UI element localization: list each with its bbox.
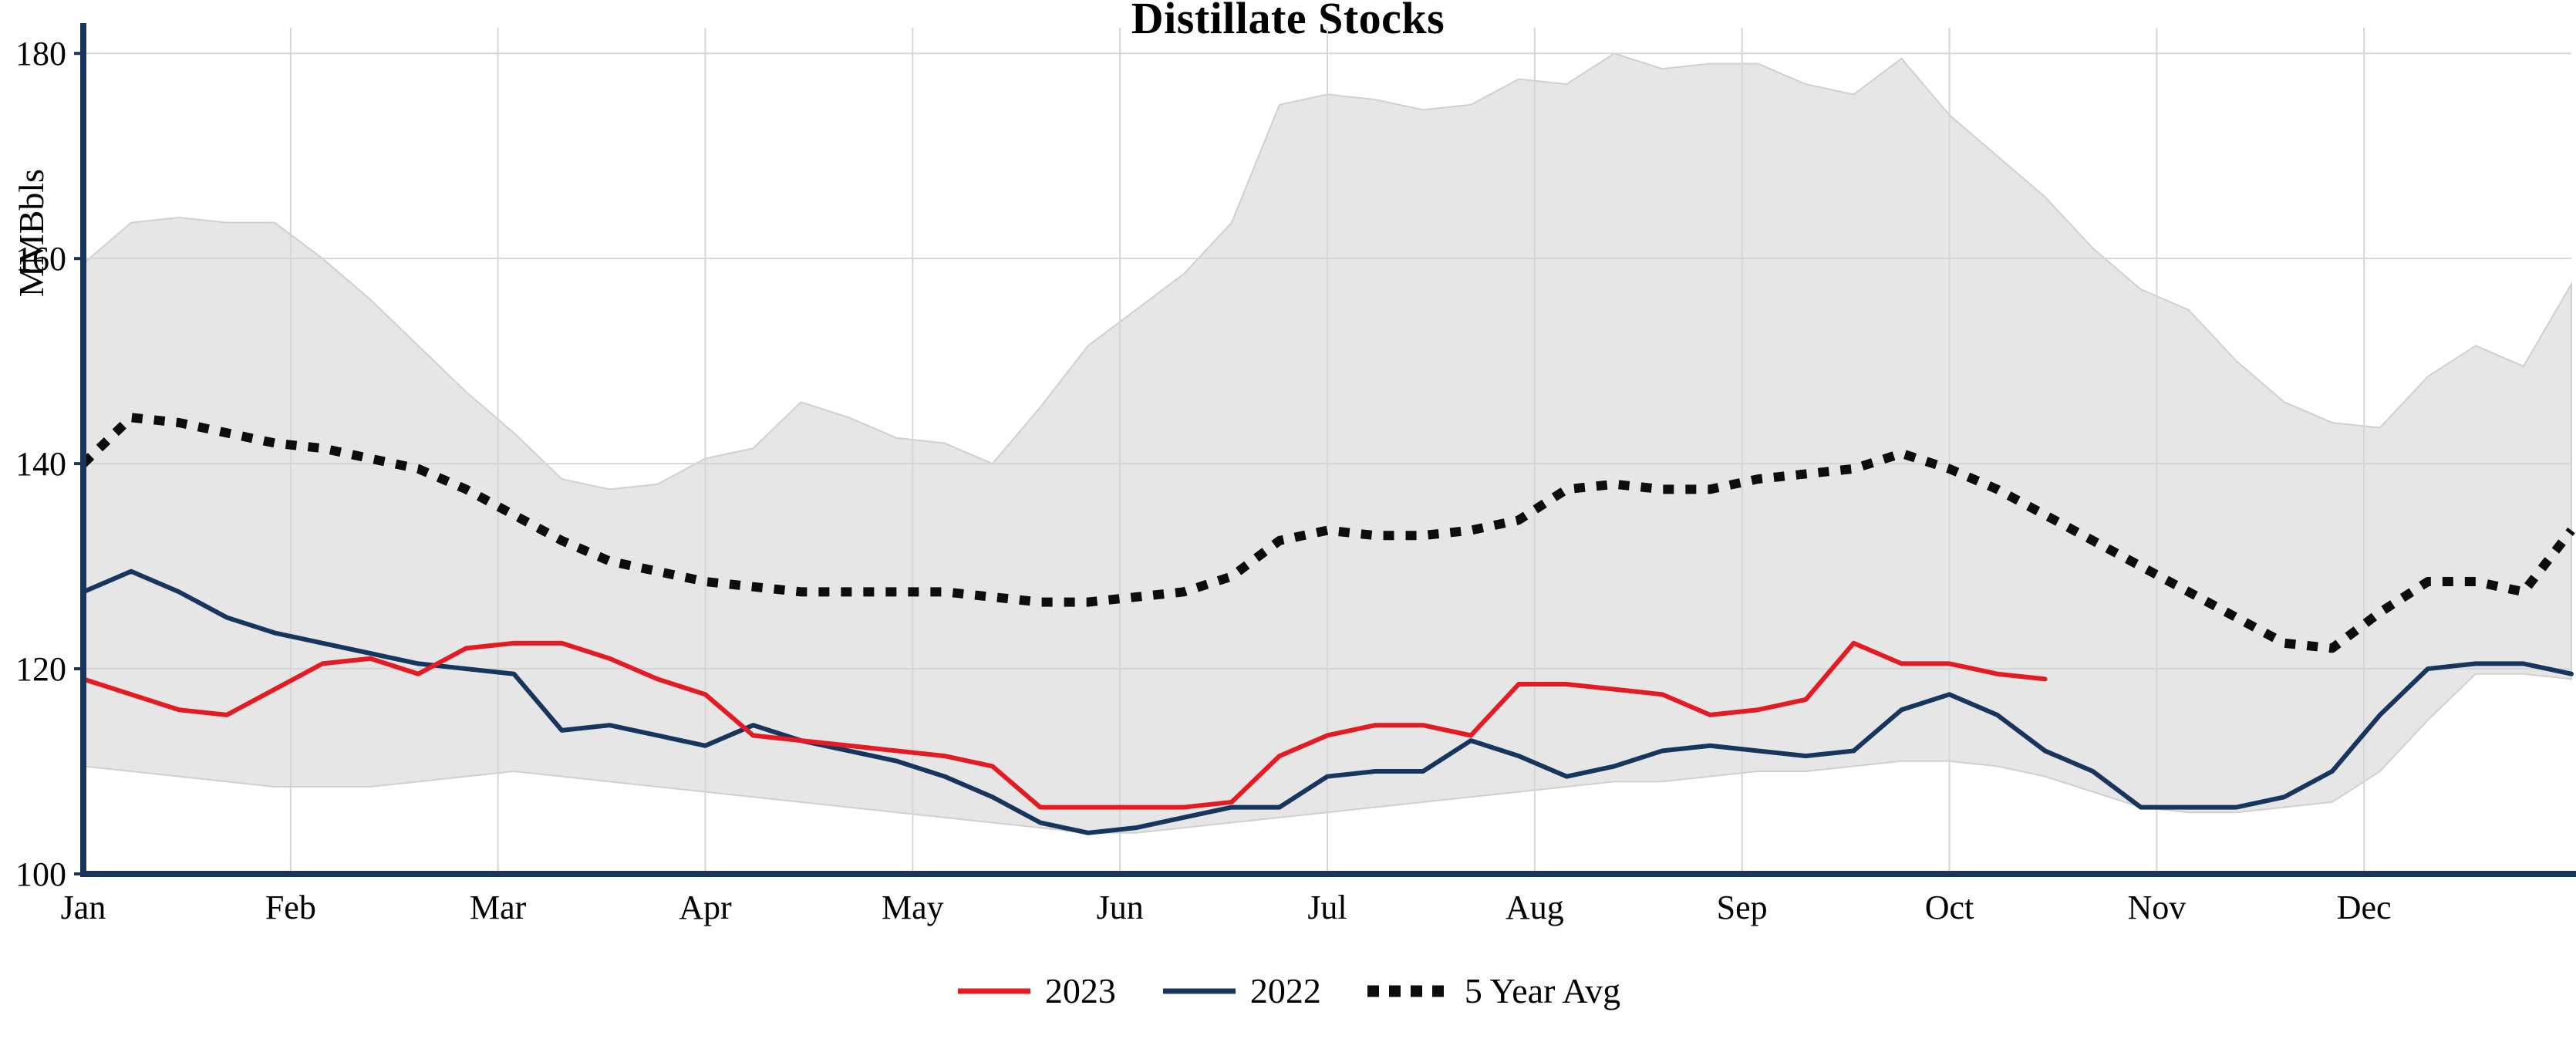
legend-item-5-year-avg: 5 Year Avg <box>1366 970 1620 1011</box>
x-tick-label: Aug <box>1505 889 1564 926</box>
legend-label-2022: 2022 <box>1249 971 1321 1010</box>
y-tick-label: 120 <box>15 650 66 688</box>
x-tick-label: Apr <box>679 889 732 926</box>
x-tick-label: Jun <box>1097 889 1144 926</box>
legend-item-2022: 2022 <box>1161 970 1321 1011</box>
x-tick-label: Sep <box>1717 889 1768 926</box>
x-tick-label: Feb <box>265 889 316 926</box>
y-tick-label: 100 <box>15 855 66 893</box>
x-tick-label: Dec <box>2337 889 2392 926</box>
navy-line-swatch <box>1162 988 1236 993</box>
legend-label-5-year-avg: 5 Year Avg <box>1464 971 1621 1010</box>
y-tick-label: 180 <box>15 35 66 73</box>
series-line-2023 <box>81 640 2048 810</box>
x-tick-label: Nov <box>2127 889 2186 926</box>
chart-title: Distillate Stocks <box>1131 0 1445 43</box>
red-line-swatch <box>957 988 1030 993</box>
y-tick-label: 160 <box>15 240 66 278</box>
legend-label-2023: 2023 <box>1044 971 1116 1010</box>
x-tick-label: Mar <box>470 889 527 926</box>
x-tick-label: May <box>882 889 944 926</box>
legend-item-2023: 2023 <box>956 970 1116 1011</box>
x-tick-label: Oct <box>1925 889 1974 926</box>
y-tick-label: 140 <box>15 445 66 483</box>
x-tick-label: Jul <box>1307 889 1347 926</box>
series-line-2022 <box>81 568 2574 835</box>
dotted-line-swatch <box>1367 985 1451 997</box>
legend: 2023 2022 5 Year Avg <box>0 970 2576 1011</box>
x-tick-label: Jan <box>61 889 106 926</box>
